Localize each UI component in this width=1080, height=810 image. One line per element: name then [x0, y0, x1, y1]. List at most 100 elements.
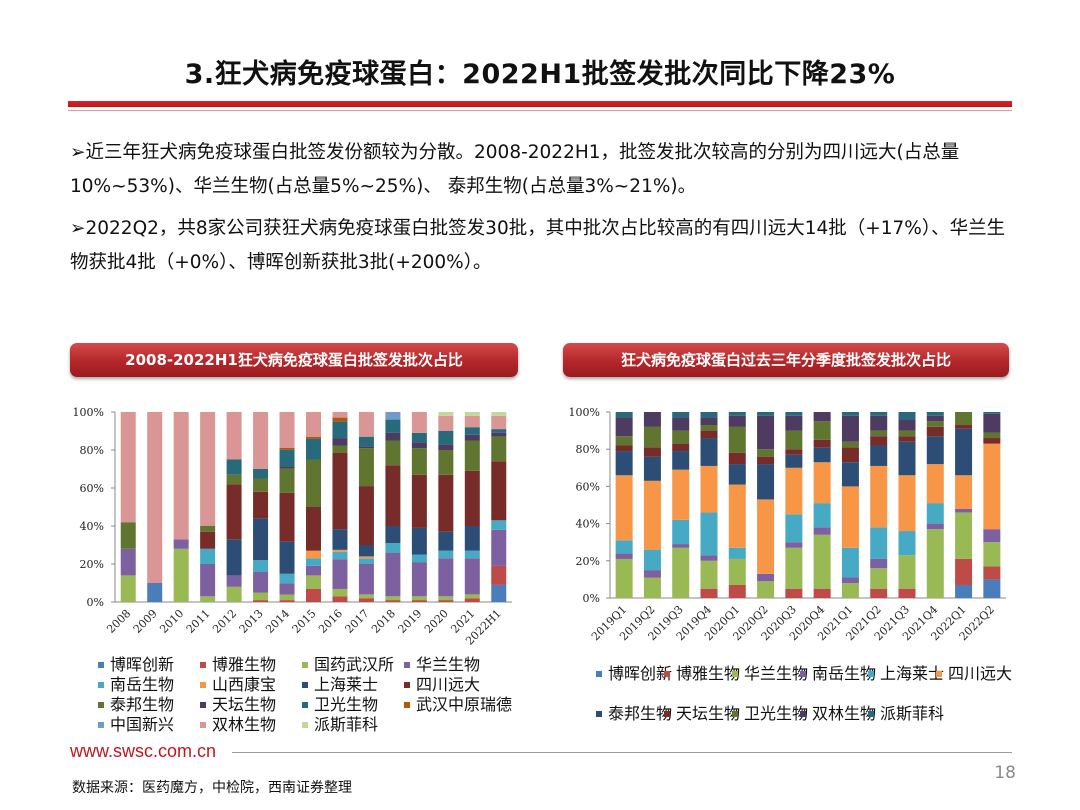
bar-segment: [200, 564, 216, 597]
bar-segment: [841, 412, 859, 416]
bar-segment: [332, 421, 348, 439]
bar-segment: [464, 526, 480, 551]
bar-segment: [700, 417, 718, 426]
legend-swatch: [404, 701, 410, 708]
bar-segment: [279, 573, 295, 584]
bar-segment: [173, 548, 189, 602]
bar-segment: [411, 554, 427, 563]
bar-segment: [983, 438, 1001, 444]
bar-segment: [841, 441, 859, 448]
bar-segment: [332, 549, 348, 552]
bar-segment: [615, 445, 633, 452]
bar-segment: [813, 534, 831, 589]
bar-segment: [411, 562, 427, 597]
bar-segment: [757, 449, 775, 457]
legend-swatch: [732, 670, 738, 677]
bar-segment: [464, 412, 480, 416]
bar-segment: [870, 430, 888, 437]
bar-segment: [173, 539, 189, 549]
bar-segment: [926, 464, 944, 504]
bar-segment: [728, 547, 746, 559]
bar-segment: [226, 539, 242, 576]
legend-swatch: [98, 721, 104, 728]
bar-segment: [785, 547, 803, 589]
legend-swatch: [868, 710, 874, 717]
y-tick-label: 20%: [80, 558, 104, 571]
bar-segment: [841, 583, 859, 598]
legend-label: 卫光生物: [744, 704, 809, 723]
bar-segment: [672, 430, 690, 444]
title-divider-thin: [68, 110, 1012, 111]
bar-segment: [279, 541, 295, 574]
bar-segment: [898, 430, 916, 437]
bar-segment: [385, 432, 401, 441]
bar-segment: [279, 492, 295, 542]
x-tick-label: 2010: [157, 607, 186, 636]
bar-segment: [700, 555, 718, 561]
bar-segment: [358, 412, 374, 437]
bar-segment: [841, 577, 859, 584]
bar-segment: [870, 415, 888, 431]
legend-item: 卫光生物: [302, 697, 378, 713]
bar-segment: [785, 514, 803, 543]
bar-segment: [955, 512, 973, 559]
legend-item: 天坛生物: [200, 697, 276, 713]
legend-label: 派斯菲科: [314, 715, 379, 734]
title-divider: [68, 101, 1012, 107]
bar-segment: [438, 444, 454, 450]
legend-swatch: [200, 681, 206, 688]
website-link[interactable]: www.swsc.com.cn: [70, 741, 217, 761]
bar-segment: [672, 469, 690, 520]
legend-item: 博雅生物: [200, 657, 276, 673]
bar-segment: [870, 436, 888, 446]
y-tick-label: 40%: [80, 520, 104, 533]
bar-segment: [983, 413, 1001, 433]
bar-segment: [385, 526, 401, 544]
legend-item: 博雅生物: [664, 666, 740, 682]
bar-segment: [253, 478, 269, 492]
legend-label: 南岳生物: [812, 664, 877, 683]
bar-segment: [332, 596, 348, 602]
bar-segment: [464, 415, 480, 428]
bar-segment: [728, 452, 746, 465]
bar-segment: [870, 465, 888, 528]
bar-segment: [306, 459, 321, 507]
legend-item: 南岳生物: [98, 677, 174, 693]
legend-swatch: [200, 661, 206, 668]
y-tick-label: 60%: [80, 482, 104, 495]
bar-segment: [926, 415, 944, 422]
bar-segment: [785, 412, 803, 416]
legend-label: 天坛生物: [676, 704, 741, 723]
bar-segment: [226, 586, 242, 602]
bar-segment: [120, 548, 136, 576]
bar-segment: [491, 412, 507, 416]
bar-segment: [785, 415, 803, 431]
legend-swatch: [302, 681, 308, 688]
bar-segment: [643, 426, 661, 448]
legend-item: 中国新兴: [98, 717, 174, 733]
bar-segment: [757, 456, 775, 465]
bar-segment: [813, 421, 831, 440]
bar-segment: [385, 552, 401, 597]
x-tick-label: 2020: [422, 607, 451, 636]
bar-segment: [615, 412, 633, 418]
bar-segment: [491, 520, 507, 530]
bar-segment: [332, 412, 348, 418]
legend-label: 泰邦生物: [608, 704, 673, 723]
bar-segment: [813, 412, 831, 422]
bar-segment: [385, 600, 401, 602]
bar-segment: [358, 446, 374, 449]
bar-segment: [643, 447, 661, 457]
bar-segment: [385, 440, 401, 466]
bar-segment: [464, 550, 480, 559]
bar-segment: [253, 518, 269, 561]
bar-segment: [813, 588, 831, 598]
bar-segment: [200, 526, 216, 532]
legend-label: 派斯菲科: [880, 704, 945, 723]
bullet-point-1: ➢近三年狂犬病免疫球蛋白批签发份额较为分散。2008-2022H1，批签发批次较…: [70, 142, 960, 197]
bar-segment: [728, 412, 746, 416]
bar-segment: [757, 464, 775, 500]
source-note: 数据来源：医药魔方，中检院，西南证券整理: [72, 780, 352, 796]
bar-segment: [279, 466, 295, 469]
bar-segment: [411, 432, 427, 443]
